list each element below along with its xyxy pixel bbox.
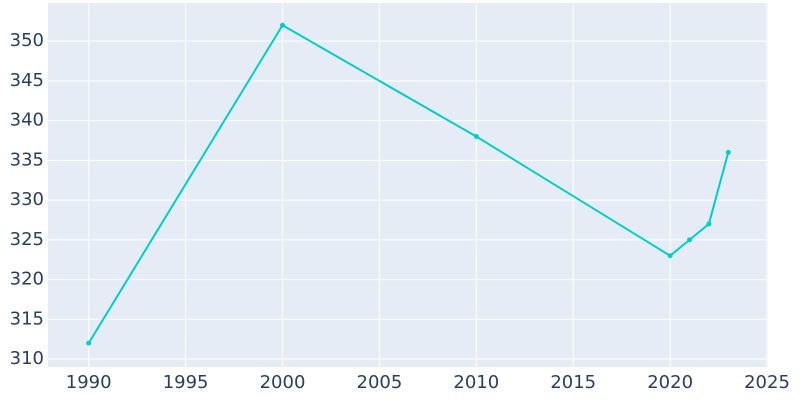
y-tick-label: 350: [10, 30, 44, 51]
y-tick-label: 330: [10, 189, 44, 210]
point: [687, 237, 693, 243]
point: [280, 22, 286, 28]
y-tick-label: 315: [10, 308, 44, 329]
y-tick-label: 345: [10, 70, 44, 91]
y-tick-label: 340: [10, 110, 44, 131]
x-tick-label: 2020: [647, 372, 693, 393]
x-tick-label: 2010: [453, 372, 499, 393]
point: [725, 149, 731, 155]
point: [706, 221, 712, 227]
point: [667, 253, 673, 259]
point: [86, 340, 92, 346]
y-tick-label: 320: [10, 269, 44, 290]
x-tick-label: 2025: [744, 372, 790, 393]
point: [473, 134, 479, 140]
y-tick-label: 310: [10, 348, 44, 369]
x-tick-label: 2015: [550, 372, 596, 393]
x-tick-label: 2005: [357, 372, 403, 393]
y-tick-label: 325: [10, 229, 44, 250]
plot-background: [48, 3, 768, 367]
x-tick-label: 2000: [260, 372, 306, 393]
x-tick-label: 1990: [66, 372, 112, 393]
x-tick-label: 1995: [163, 372, 209, 393]
y-tick-label: 335: [10, 149, 44, 170]
